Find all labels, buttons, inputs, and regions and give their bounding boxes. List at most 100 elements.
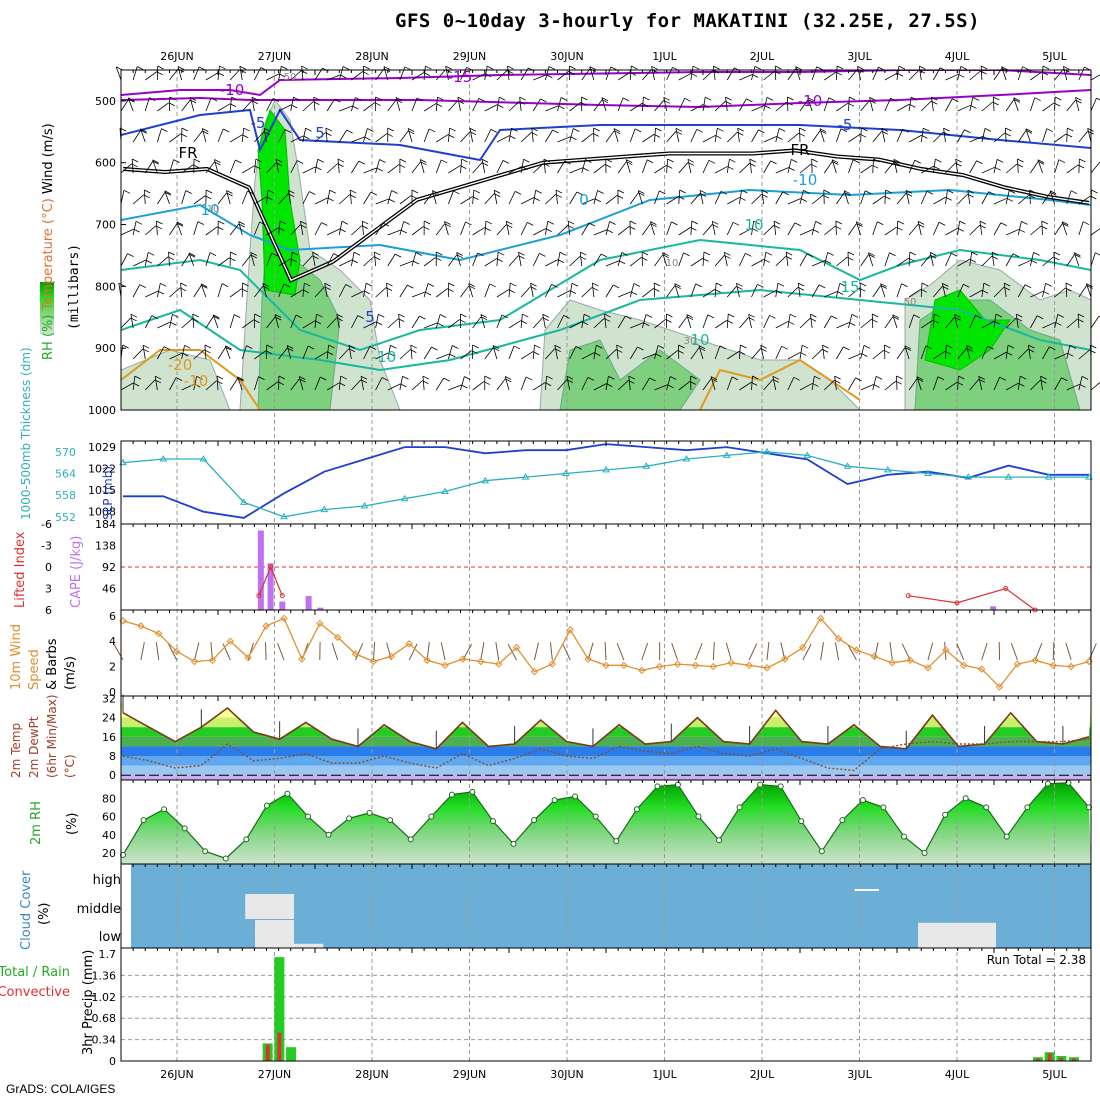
wind-barb (581, 68, 591, 81)
wind-speed-marker (977, 665, 986, 673)
rh-marker (222, 855, 229, 862)
rh-ylabel: 2m RH (29, 801, 44, 845)
wind-barb (896, 283, 902, 298)
wind-barb-flag (798, 282, 805, 287)
wind-barb (872, 285, 882, 298)
wind-barb (581, 159, 586, 174)
wind-speed-marker (387, 652, 396, 661)
isotherm-line (121, 108, 1091, 162)
wind-barb-flag (161, 128, 168, 132)
wind-barb (641, 314, 647, 329)
wind-barb-flag (452, 345, 459, 349)
wind-barb-flag (535, 189, 542, 194)
wind-barb (654, 319, 666, 329)
wind-barb (823, 225, 836, 236)
wind-barb (484, 66, 488, 81)
wind-barb-flag (861, 353, 868, 357)
wind-barb (338, 194, 350, 205)
wind-barb (666, 221, 672, 236)
wind-barb (751, 221, 755, 236)
wind-speed-marker (584, 655, 592, 663)
wind-barb-flag (863, 345, 871, 349)
wind-barb-flag (169, 96, 176, 101)
wind-barb-flag (284, 129, 292, 133)
wind-speed-marker (405, 640, 413, 648)
wind-barb (884, 380, 897, 391)
wind-barb (493, 190, 498, 205)
wind-barb (617, 226, 630, 236)
lifted-index-marker (905, 593, 911, 599)
wind-barb-flag (745, 252, 752, 257)
wind-barb-flag (674, 283, 681, 287)
wind-barb (836, 256, 848, 267)
isotherm-label: FR (178, 144, 197, 162)
wind-barb (932, 376, 939, 391)
wind-barb (168, 643, 178, 661)
wind-barb (472, 162, 483, 174)
wind-barb (217, 103, 231, 112)
wind-barb-flag (387, 127, 394, 132)
rh-marker (407, 836, 414, 843)
wind-barb (460, 221, 466, 236)
rh-marker (983, 804, 990, 811)
wind-barb (945, 190, 948, 205)
wind-barb (217, 128, 224, 143)
wind-barb-flag (785, 251, 793, 256)
thickness-ylabel: 1000-500mb Thickness (dm) (19, 347, 33, 520)
wind-barb-flag (897, 220, 904, 225)
wind-barb-flag (182, 352, 189, 357)
wind-barb-flag (670, 376, 677, 380)
wind-barb-flag (605, 158, 612, 163)
wind-barb (848, 133, 861, 143)
wind-barb (375, 198, 389, 205)
wind-barb (193, 349, 205, 360)
rh-marker (695, 813, 702, 820)
wind-barb-flag (497, 251, 505, 256)
wind-barb (933, 350, 946, 360)
thickness-marker (803, 451, 812, 458)
wind-barb-flag (395, 97, 403, 101)
wind-barb-flag (130, 313, 138, 318)
wind-barb-flag (518, 251, 525, 256)
wind-barb (787, 198, 801, 205)
wind-barb-flag (1042, 65, 1050, 70)
wind-barb-flag (313, 96, 320, 101)
wind-barb-flag (976, 160, 983, 165)
wind-barb (543, 159, 546, 174)
wind-barb-flag (457, 96, 465, 101)
wind-barb-flag (324, 282, 331, 287)
wind-barb-flag (221, 283, 229, 287)
rh-contour-label: 10 (666, 258, 679, 269)
wind-barb (702, 378, 712, 391)
wind-barb (212, 314, 219, 329)
wind-barb-flag (827, 252, 834, 256)
wind-barb-flag (993, 96, 1000, 101)
wind-barb (751, 259, 765, 267)
thickness-tick-label: 564 (55, 467, 76, 480)
wind-barb (1041, 220, 1043, 236)
wind-barb-flag (877, 221, 884, 226)
wind-barb (666, 285, 676, 298)
wind-barb-flag (176, 222, 184, 227)
wind-barb-flag (732, 221, 740, 226)
wind-barb-flag (531, 127, 538, 132)
wind-barb (140, 642, 145, 661)
wind-barb (775, 346, 783, 360)
wind-barb-flag (996, 159, 1004, 163)
wind-speed-marker (548, 660, 557, 668)
wind-barb (411, 97, 418, 112)
wind-barb-flag (748, 313, 755, 318)
li-ylabel: Lifted Index (13, 531, 28, 608)
wind-barb-flag (128, 97, 135, 102)
wind-barb (1061, 221, 1068, 236)
wind-barb (351, 290, 365, 298)
wind-barb-flag (259, 221, 266, 226)
wind-speed-marker (190, 657, 199, 666)
wind-barb-flag (576, 191, 584, 196)
wind-barb-flag (769, 314, 776, 319)
freezing-level-line (122, 149, 1090, 282)
wind-barb (807, 97, 813, 112)
wind-barb-flag (216, 375, 224, 380)
wind-barb-flag (194, 383, 201, 388)
wind-barb-flag (684, 97, 691, 102)
